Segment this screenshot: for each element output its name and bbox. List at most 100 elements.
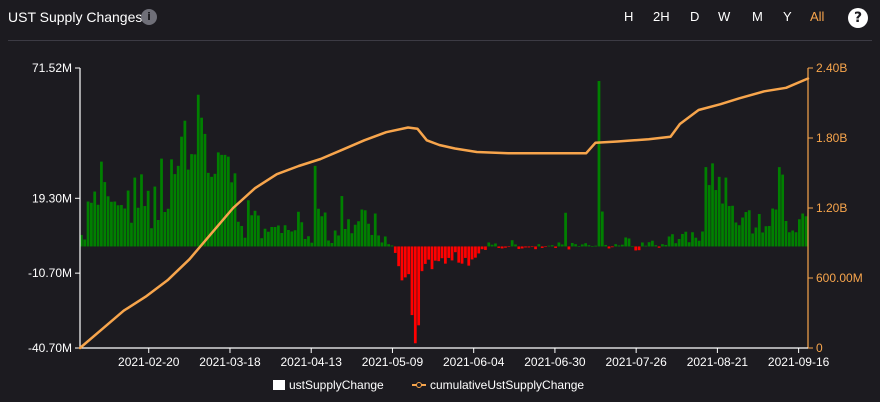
bar [701, 231, 704, 247]
bar [590, 246, 594, 247]
x-tick-label: 2021-05-09 [362, 355, 424, 369]
bar [166, 208, 170, 247]
bar [567, 246, 571, 250]
chart-title: UST Supply Changes [8, 9, 143, 25]
bar [470, 246, 474, 260]
bar [150, 228, 153, 247]
bar [631, 246, 634, 247]
bar [604, 244, 608, 247]
bar [256, 215, 260, 247]
bar [557, 242, 561, 247]
range-m-button[interactable]: M [752, 9, 763, 24]
bar [784, 221, 788, 247]
bar [454, 246, 457, 253]
bar [340, 196, 344, 247]
bar [500, 246, 504, 249]
bar [490, 244, 494, 247]
bar [196, 94, 200, 247]
bar [717, 176, 721, 247]
y-right-tick-label: 0 [816, 341, 823, 355]
bar [657, 246, 661, 248]
bar [143, 206, 147, 247]
bar [447, 246, 451, 258]
bar [160, 158, 163, 247]
x-tick-label: 2021-06-04 [443, 355, 505, 369]
bar [600, 211, 604, 247]
range-2h-button[interactable]: 2H [653, 9, 670, 24]
header-divider [8, 40, 872, 41]
bar [370, 234, 374, 247]
help-icon[interactable]: ? [848, 8, 868, 28]
bar [791, 230, 795, 247]
axis-labels: 71.52M 19.30M -10.70M -40.70M 2.40B 1.80B 1.20… [28, 61, 863, 369]
bar [393, 246, 397, 253]
bar [397, 246, 400, 267]
bar [203, 133, 207, 247]
info-icon[interactable]: i [141, 9, 157, 25]
bar [460, 246, 464, 264]
bar [373, 213, 377, 247]
bar [721, 203, 724, 247]
bar [330, 242, 334, 247]
bar [146, 190, 150, 247]
range-y-button[interactable]: Y [783, 9, 792, 24]
x-tick-label: 2021-04-13 [281, 355, 343, 369]
bar [433, 246, 437, 261]
legend-item-bars[interactable]: ustSupplyChange [273, 378, 384, 392]
bar [213, 173, 217, 247]
bar [584, 243, 587, 247]
bar [560, 244, 564, 247]
bar [220, 154, 223, 247]
bar [293, 230, 297, 247]
bar [153, 186, 157, 247]
bar [423, 246, 427, 264]
bar [367, 223, 370, 247]
bar [624, 237, 628, 247]
chart-axes [75, 67, 813, 353]
bar [587, 245, 591, 247]
bar [387, 244, 390, 247]
bar [797, 219, 801, 247]
y-left-tick-label: 71.52M [32, 61, 72, 75]
bar [303, 238, 307, 247]
bar [323, 212, 327, 247]
legend-item-line[interactable]: cumulativeUstSupplyChange [412, 378, 584, 392]
bar [200, 117, 203, 247]
bar [403, 246, 407, 278]
bar [707, 185, 711, 247]
bar [530, 246, 534, 248]
range-h-button[interactable]: H [624, 9, 634, 24]
bar [226, 156, 230, 247]
x-tick-label: 2021-02-20 [118, 355, 180, 369]
x-tick-label: 2021-09-16 [768, 355, 830, 369]
bar [761, 232, 764, 247]
bar [307, 236, 310, 247]
bar [163, 212, 167, 247]
range-d-button[interactable]: D [690, 9, 700, 24]
bar [283, 225, 287, 247]
bar [627, 238, 631, 247]
bar [287, 229, 290, 247]
bar [767, 225, 771, 247]
bar [497, 246, 501, 248]
bar [484, 246, 487, 250]
bar [383, 236, 387, 247]
x-tick-label: 2021-03-18 [199, 355, 261, 369]
bar [577, 246, 581, 247]
bar [634, 246, 638, 251]
bar [186, 169, 190, 247]
bar [310, 242, 314, 247]
bar [123, 208, 127, 247]
bar [243, 237, 247, 247]
x-tick-label: 2021-08-21 [687, 355, 749, 369]
bar [564, 212, 567, 247]
y-left-tick-label: -10.70M [28, 266, 72, 280]
bar [774, 209, 778, 247]
bar [437, 246, 441, 262]
bar [697, 240, 701, 247]
bar [190, 154, 193, 247]
bar [450, 246, 454, 261]
bar [651, 240, 654, 247]
range-all-button[interactable]: All [810, 9, 825, 24]
range-w-button[interactable]: W [718, 9, 731, 24]
